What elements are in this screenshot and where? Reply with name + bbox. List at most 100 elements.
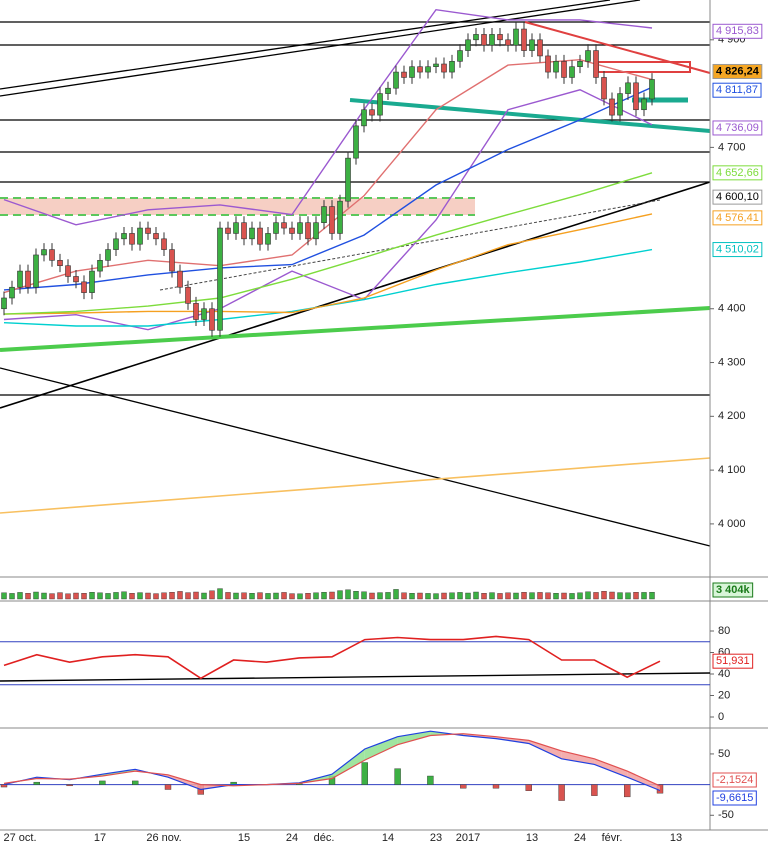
value-label: -9,6615 [716, 792, 753, 804]
value-label-box [712, 120, 763, 136]
histogram-bar [525, 784, 532, 791]
value-label: 4 652,66 [716, 167, 759, 179]
candle-body [417, 66, 423, 73]
volume-bar [345, 589, 351, 600]
y-tick-label: 4 100 [718, 464, 746, 476]
candle-body [489, 34, 495, 46]
x-tick-label: déc. [314, 832, 335, 844]
candle-body [449, 61, 455, 73]
zone [0, 198, 475, 215]
histogram-bar [427, 775, 434, 785]
histogram-bar [164, 784, 172, 790]
histogram-bar [492, 784, 500, 789]
candle-body [585, 50, 591, 62]
y-tick-label: 4 200 [718, 410, 746, 422]
value-label-box [712, 582, 754, 598]
volume-bar [49, 593, 55, 600]
candle-body [281, 222, 287, 229]
x-tick-label: 13 [670, 832, 682, 844]
value-label: 51,931 [716, 655, 750, 667]
candle-body [129, 233, 135, 245]
volume-bar [609, 591, 615, 600]
volume-bar [633, 592, 639, 600]
volume-bar [153, 593, 159, 600]
macd-line [3, 730, 661, 792]
candle-body [393, 71, 399, 89]
volume-bar [281, 592, 287, 600]
candle-body [273, 222, 279, 234]
value-label: 4 510,02 [716, 243, 759, 255]
volume-bar [433, 593, 439, 600]
volume-bar [297, 593, 303, 600]
x-tick-label: 23 [430, 832, 442, 844]
candle-body [529, 39, 535, 51]
value-label-box [712, 790, 757, 806]
x-tick-label: 2017 [456, 832, 480, 844]
candle-body [497, 34, 503, 41]
candle-body [161, 238, 167, 250]
candle-body [425, 66, 431, 73]
volume-bar [425, 593, 431, 600]
candle-body [193, 303, 199, 320]
candle-body [49, 249, 55, 261]
candle-body [241, 222, 247, 240]
volume-bar [449, 592, 455, 600]
candle-body [145, 227, 151, 234]
macd-fill [627, 771, 660, 791]
x-tick-label: 24 [286, 832, 298, 844]
volume-bar [473, 591, 479, 600]
candle-body [81, 281, 87, 293]
volume-bar [265, 593, 271, 600]
x-tick-label: 15 [238, 832, 250, 844]
histogram-bar [99, 780, 106, 785]
candle-body [89, 270, 95, 293]
macd-fill [364, 736, 398, 761]
candle-body [113, 238, 119, 250]
value-label: 4 576,41 [716, 212, 759, 224]
candle-body [9, 286, 15, 299]
histogram-bar [33, 781, 40, 785]
candle-body [521, 28, 527, 51]
candle-body [625, 82, 631, 94]
volume-bar [209, 590, 215, 600]
histogram-bar [0, 784, 8, 788]
trend-line [524, 21, 711, 74]
trend-line [0, 181, 711, 409]
candle-body [121, 233, 127, 240]
volume-bar [129, 593, 135, 600]
candle-body [369, 109, 375, 116]
candle-body [513, 28, 519, 46]
x-tick-label: 27 oct. [3, 832, 36, 844]
trend-line [0, 672, 711, 682]
value-label-box [712, 189, 763, 205]
candle-body [17, 270, 23, 288]
volume-bar [17, 592, 23, 600]
candle-body [177, 270, 183, 288]
volume-bar [225, 592, 231, 600]
volume-bar [233, 592, 239, 600]
volume-bar [305, 593, 311, 600]
volume-bar [377, 592, 383, 600]
volume-bar [169, 592, 175, 600]
candle-body [601, 77, 607, 100]
volume-bar [321, 592, 327, 600]
y-tick-label: 4 300 [718, 356, 746, 368]
candle-body [617, 93, 623, 116]
y-tick-label: 80 [718, 625, 730, 637]
candle-body [329, 206, 335, 234]
x-tick-label: 26 nov. [146, 832, 181, 844]
volume-bar [465, 592, 471, 600]
value-label: 4 600,10 [716, 191, 759, 203]
y-tick-label: 50 [718, 748, 730, 760]
volume-bar [401, 592, 407, 600]
volume-bar [57, 592, 63, 600]
candle-body [609, 98, 615, 116]
trend-line [0, 0, 611, 90]
histogram-bar [460, 784, 467, 789]
volume-bar [505, 592, 511, 600]
volume-bar [553, 593, 559, 600]
volume-bar [385, 592, 391, 600]
indicator-line [3, 86, 653, 291]
